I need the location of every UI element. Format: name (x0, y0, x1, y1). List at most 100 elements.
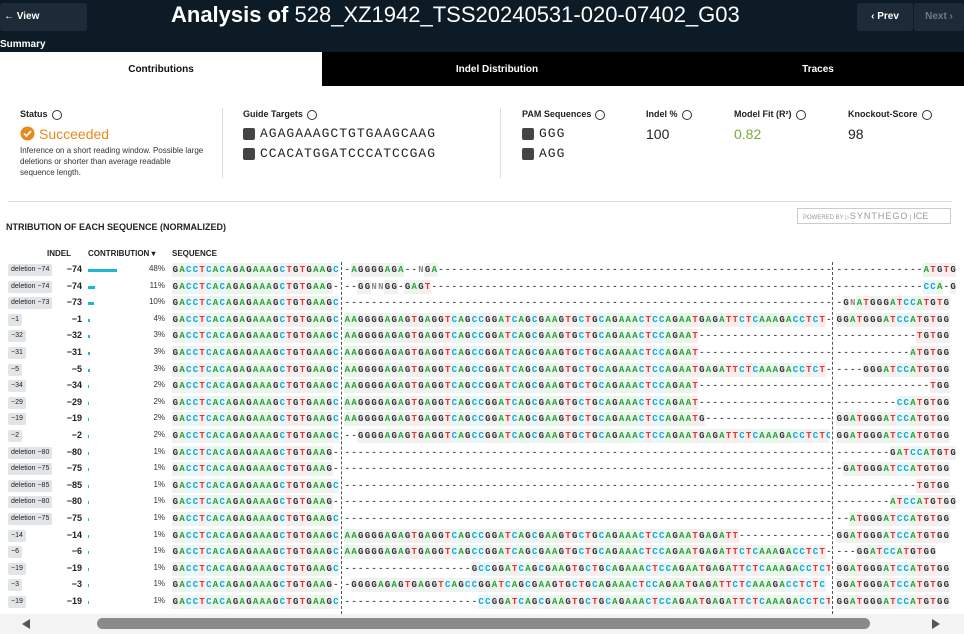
allele-chip[interactable]: deletion −80 (8, 496, 53, 509)
contribution: 1% (153, 496, 165, 506)
tab-bar: Contributions Indel Distribution Traces (0, 52, 964, 86)
base: A (457, 429, 465, 443)
base: C (192, 329, 199, 344)
base: A (265, 545, 273, 560)
allele-chip[interactable]: deletion −74 (8, 280, 53, 293)
allele-chip[interactable]: −34 (8, 380, 26, 393)
base: - (772, 447, 779, 458)
base: C (511, 429, 518, 443)
base: - (545, 464, 551, 475)
base: A (319, 445, 326, 460)
allele-chip[interactable]: deletion −74 (8, 264, 53, 276)
allele-chip[interactable]: −19 (8, 596, 26, 608)
base: G (364, 263, 371, 277)
allele-chip[interactable]: −19 (8, 562, 26, 575)
base: G (357, 346, 365, 360)
allele-chip[interactable]: −6 (8, 546, 22, 559)
base: - (538, 497, 544, 508)
info-icon[interactable] (306, 109, 317, 120)
base: - (351, 447, 357, 458)
base: G (611, 346, 619, 360)
base: - (806, 265, 812, 275)
info-icon[interactable] (51, 109, 62, 120)
base: T (410, 312, 418, 327)
base: G (862, 595, 870, 609)
allele-chip[interactable]: −5 (8, 363, 22, 376)
base: - (658, 464, 665, 475)
base: - (538, 265, 544, 275)
base: - (398, 563, 404, 574)
base: C (192, 445, 199, 460)
sequence: -------------------GCCGGATCAGCGAAGTGCTGC… (344, 561, 830, 576)
base: A (384, 263, 391, 277)
allele-chip[interactable]: −1 (8, 313, 22, 326)
base: G (272, 445, 279, 460)
info-icon[interactable] (795, 109, 806, 120)
column-header[interactable]: CONTRIBUTION ▾ (88, 249, 156, 258)
base: A (909, 512, 917, 526)
scroll-thumb[interactable] (97, 618, 870, 629)
base: - (772, 480, 779, 491)
base: G (842, 429, 850, 443)
allele-chip[interactable]: −29 (8, 396, 26, 409)
base: G (245, 462, 253, 477)
base: T (644, 395, 652, 410)
base: G (377, 312, 385, 327)
base: C (638, 346, 645, 360)
base: - (826, 363, 830, 377)
base: C (185, 279, 193, 294)
base: G (524, 362, 532, 377)
base: T (299, 512, 306, 526)
base: G (245, 279, 253, 294)
allele-chip[interactable]: deletion −85 (8, 479, 53, 492)
prev-button[interactable]: ‹ Prev (857, 3, 913, 31)
table-row: deletion −75 −75 1% GACCTCACAGAGAAAGCTGTGAA… (0, 511, 964, 527)
base: C (812, 429, 819, 443)
base: C (279, 429, 286, 443)
allele-chip[interactable]: −31 (8, 347, 26, 359)
base: - (779, 298, 785, 309)
base: - (525, 265, 531, 275)
tab[interactable]: Indel Distribution (455, 64, 539, 75)
base: A (631, 312, 639, 327)
base: A (319, 429, 326, 443)
allele-chip[interactable]: deletion −75 (8, 463, 53, 476)
allele-chip[interactable]: −19 (8, 413, 26, 426)
base: A (397, 412, 405, 427)
base: C (638, 429, 645, 443)
back-button[interactable]: ← View Summary (0, 3, 87, 50)
base: - (545, 514, 551, 524)
base: G (437, 528, 445, 543)
base: - (585, 464, 591, 475)
base: A (778, 578, 786, 593)
info-icon[interactable] (921, 109, 932, 120)
allele-chip[interactable]: −14 (8, 529, 26, 542)
base: - (739, 530, 745, 541)
allele-chip[interactable]: −3 (8, 579, 22, 592)
base: - (545, 447, 551, 458)
info-icon[interactable] (595, 109, 606, 120)
tab[interactable]: Traces (802, 64, 834, 75)
allele-chip[interactable]: −32 (8, 330, 26, 343)
base: - (424, 514, 431, 524)
base: G (876, 512, 883, 526)
base: T (198, 545, 206, 560)
scroll-right[interactable] (930, 618, 942, 630)
info-icon[interactable] (681, 109, 692, 120)
scrollbar[interactable] (0, 614, 964, 634)
allele-chip[interactable]: −2 (8, 430, 22, 442)
base: A (252, 578, 259, 593)
next-button[interactable]: Next › (914, 3, 964, 31)
base: G (245, 478, 253, 493)
guides-label: Guide Targets (243, 109, 317, 120)
tab[interactable]: Contributions (0, 52, 322, 86)
base: C (658, 329, 665, 344)
scroll-left[interactable] (20, 618, 32, 630)
pam: AGG (522, 146, 565, 161)
allele-chip[interactable]: deletion −80 (8, 446, 53, 459)
allele-chip[interactable]: deletion −73 (8, 297, 53, 310)
base: - (890, 331, 896, 342)
base: C (218, 595, 226, 609)
base: C (192, 429, 199, 443)
allele-chip[interactable]: deletion −75 (8, 513, 53, 525)
